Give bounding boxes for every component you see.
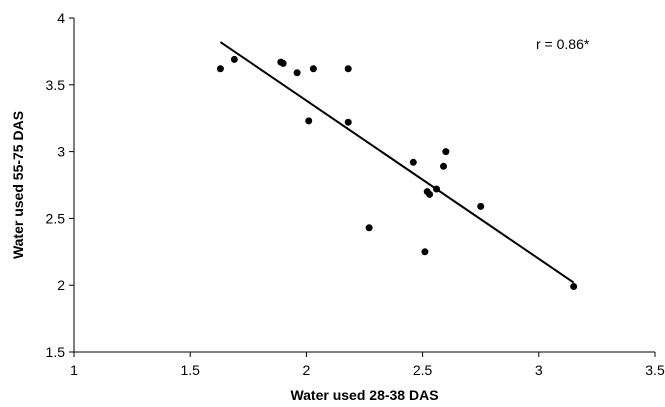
trendline-group	[219, 41, 575, 284]
data-point	[216, 65, 224, 73]
x-tick-label: 2.5	[413, 362, 433, 378]
y-tick-label: 3.5	[46, 77, 66, 93]
data-point	[230, 55, 238, 63]
data-point	[365, 224, 373, 232]
data-point	[421, 248, 429, 256]
x-ticks: 1 1.5 2 2.5 3 3.5	[70, 352, 665, 378]
data-point	[293, 69, 301, 77]
x-tick-label: 3.5	[645, 362, 665, 378]
data-point	[344, 118, 352, 126]
data-point	[477, 202, 485, 210]
data-point	[442, 148, 450, 156]
data-points	[216, 55, 578, 291]
x-tick-label: 1	[70, 362, 78, 378]
x-tick-label: 2	[303, 362, 311, 378]
x-tick-label: 1.5	[180, 362, 200, 378]
data-point	[344, 65, 352, 73]
y-tick-label: 4	[57, 10, 65, 26]
x-tick-label: 3	[535, 362, 543, 378]
y-tick-label: 2	[57, 277, 65, 293]
y-tick-label: 1.5	[46, 344, 66, 360]
data-point	[309, 65, 317, 73]
y-tick-label: 2.5	[46, 210, 66, 226]
data-point	[279, 59, 287, 67]
y-axis-label: Water used 55-75 DAS	[10, 111, 26, 259]
data-point	[305, 117, 313, 125]
axes	[73, 18, 655, 353]
y-tick-label: 3	[57, 144, 65, 160]
data-point	[440, 162, 448, 170]
data-point	[570, 283, 578, 291]
correlation-annotation: r = 0.86*	[536, 36, 590, 52]
trendline	[219, 41, 575, 284]
data-point	[433, 185, 441, 193]
data-point	[426, 190, 434, 198]
data-point	[409, 158, 417, 166]
x-axis-label: Water used 28-38 DAS	[290, 387, 438, 403]
y-ticks: 1.5 2 2.5 3 3.5 4	[46, 10, 74, 360]
